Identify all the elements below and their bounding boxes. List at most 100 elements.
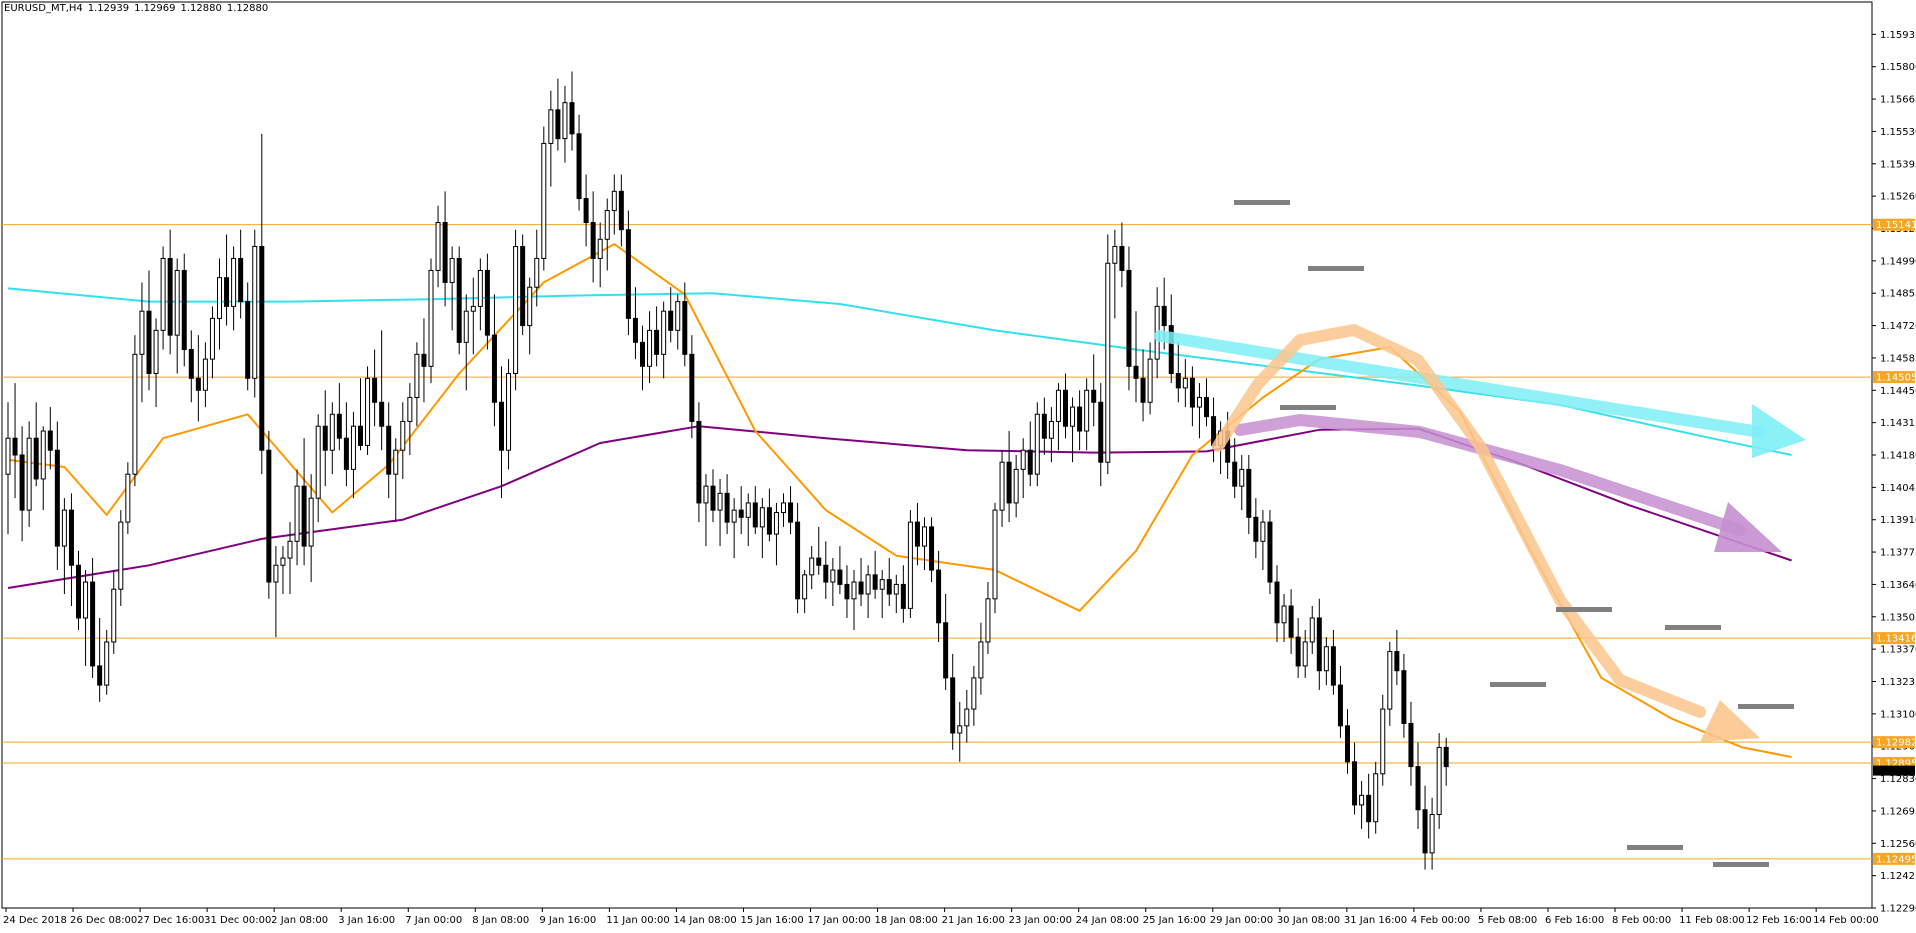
candle: [421, 318, 427, 403]
candle: [611, 174, 617, 235]
candle: [1204, 378, 1209, 427]
candle-body: [583, 198, 589, 224]
orange-trend-arrow: [1212, 324, 1706, 718]
candle: [759, 498, 765, 559]
candle: [1098, 383, 1104, 487]
horizontal-levels: 1.15141 1.14505 1.13416 1.12982 1.12895 1.124…: [2, 218, 1916, 865]
candle: [400, 402, 406, 479]
candle: [449, 246, 455, 331]
candle: [1077, 390, 1083, 451]
candle: [1105, 234, 1111, 475]
candle: [957, 701, 963, 762]
candle-body: [1020, 449, 1026, 470]
y-tick-label: 1.15665: [1880, 95, 1916, 106]
candle-body: [350, 425, 356, 470]
candle: [1436, 733, 1442, 829]
candle-body: [1295, 636, 1301, 667]
candle-body: [5, 437, 11, 475]
x-tick-label: 4 Feb 00:00: [1411, 915, 1470, 926]
candle: [484, 253, 490, 350]
candle: [19, 426, 25, 542]
candle: [195, 335, 201, 422]
candle: [294, 469, 300, 566]
candle-body: [174, 269, 180, 336]
candle: [710, 469, 716, 523]
candle: [224, 234, 230, 326]
candle-body: [759, 507, 765, 528]
x-tick-label: 15 Jan 16:00: [740, 915, 803, 926]
candle-body: [435, 222, 441, 271]
candle: [625, 210, 631, 336]
candle-body: [922, 526, 927, 547]
candle-body: [1027, 449, 1033, 475]
candle-body: [1394, 651, 1400, 672]
candle: [640, 325, 645, 391]
candle-body: [1147, 358, 1153, 403]
candle-body: [724, 492, 730, 523]
x-tick-label: 21 Jan 16:00: [942, 915, 1005, 926]
candle-body: [1408, 722, 1414, 768]
level-tag-label: 1.13416: [1876, 634, 1916, 645]
candle-body: [745, 502, 751, 518]
cyan-arrow-head: [1752, 404, 1806, 458]
candle: [1091, 354, 1097, 427]
candle-body: [167, 257, 173, 336]
x-tick-label: 31 Jan 16:00: [1344, 915, 1407, 926]
candle: [1443, 737, 1449, 786]
candle-body: [1443, 746, 1449, 768]
candle: [978, 622, 984, 695]
candle-body: [1260, 521, 1266, 542]
candle-body: [294, 485, 300, 542]
candle: [851, 570, 857, 630]
candle-body: [1239, 468, 1245, 487]
candle-body: [851, 581, 857, 600]
candle-body: [971, 677, 977, 710]
candle-body: [1246, 468, 1252, 518]
candle-body: [19, 454, 25, 511]
swing-marker: [1308, 266, 1364, 271]
candle: [209, 306, 215, 379]
level-tag-label: 1.12895: [1876, 758, 1916, 769]
candle-body: [985, 598, 991, 643]
candle: [217, 258, 222, 350]
candle-body: [1112, 245, 1118, 264]
candle-body: [865, 574, 871, 595]
candle: [118, 510, 124, 606]
level-tag-label: 1.15141: [1876, 220, 1916, 231]
candle: [414, 342, 420, 427]
purple-arrow-head: [1714, 502, 1782, 552]
candle: [929, 517, 935, 583]
candle: [576, 114, 582, 211]
ohlc-low: 1.12880: [180, 3, 222, 14]
candle: [1119, 222, 1125, 288]
candle: [964, 689, 970, 743]
candle-body: [823, 564, 829, 583]
x-tick-label: 8 Jan 08:00: [472, 915, 529, 926]
candle: [350, 411, 356, 499]
candle-body: [929, 526, 935, 571]
candle-body: [153, 329, 159, 375]
candle-body: [1232, 461, 1238, 487]
x-tick-label: 12 Feb 16:00: [1746, 915, 1812, 926]
candle: [1302, 629, 1308, 678]
candle: [33, 402, 39, 487]
x-tick-label: 31 Dec 00:00: [204, 915, 271, 926]
candle: [76, 550, 81, 630]
candle-body: [957, 725, 963, 734]
symbol-label: EURUSD_MT,H4: [4, 3, 83, 14]
candle-body: [259, 245, 265, 451]
swing-marker: [1490, 682, 1546, 687]
candle-body: [97, 665, 103, 686]
candle: [167, 229, 173, 355]
y-tick-label: 1.12290: [1880, 904, 1916, 915]
candle-body: [830, 569, 836, 583]
candle: [287, 522, 293, 595]
x-tick-label: 7 Jan 00:00: [405, 915, 462, 926]
candle-body: [47, 430, 53, 451]
candle: [1288, 589, 1294, 654]
candle-body: [668, 310, 674, 331]
candle: [541, 126, 547, 271]
candle-body: [703, 485, 709, 504]
